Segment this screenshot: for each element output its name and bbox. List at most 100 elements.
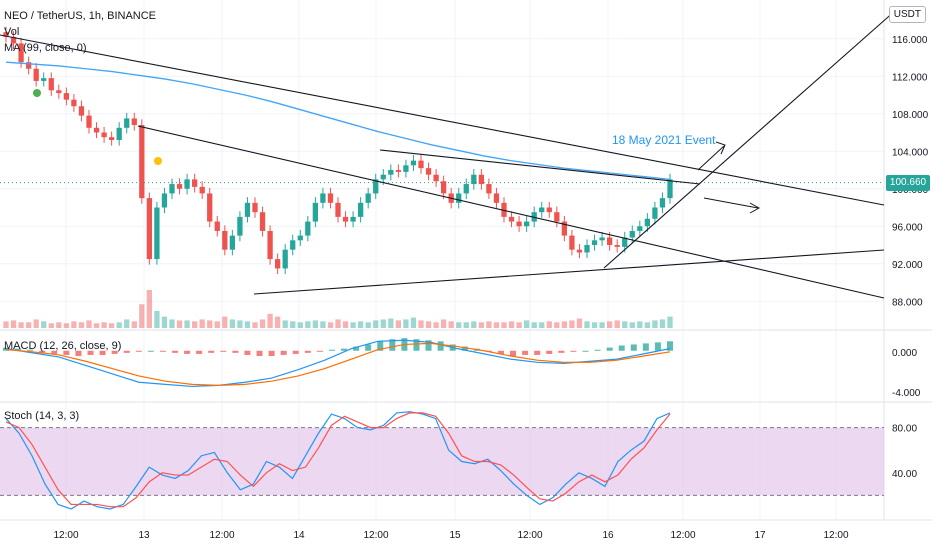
candle-body xyxy=(63,93,70,100)
macd-histogram-bar xyxy=(618,345,625,351)
candle-body xyxy=(305,221,311,236)
time-tick-label: 14 xyxy=(293,530,305,541)
macd-histogram-bar xyxy=(208,350,215,353)
volume-bar xyxy=(259,319,266,328)
candle-body xyxy=(222,230,228,250)
volume-bar xyxy=(101,322,107,328)
candle-body xyxy=(116,127,122,140)
ma-line xyxy=(5,61,671,181)
candle-body xyxy=(244,202,251,217)
volume-bar xyxy=(546,321,552,328)
macd-histogram-bar xyxy=(522,350,529,355)
volume-bar xyxy=(365,322,371,328)
candle-body xyxy=(516,221,522,227)
volume-bar xyxy=(305,321,311,328)
candle-body xyxy=(388,170,394,175)
macd-histogram-bar xyxy=(497,350,504,354)
volume-bar xyxy=(486,321,492,328)
candle-body xyxy=(18,43,24,63)
volume-bar xyxy=(652,320,658,328)
volume-bar xyxy=(554,322,560,328)
candle-body xyxy=(41,78,47,81)
candle-body xyxy=(10,36,17,44)
volume-bar xyxy=(599,322,605,328)
volume-bar xyxy=(501,322,507,328)
volume-bar xyxy=(139,304,145,328)
candle-body xyxy=(290,240,296,250)
candle-body xyxy=(667,179,673,199)
candle-body xyxy=(169,184,175,194)
stoch-band-fill xyxy=(0,427,884,496)
macd-histogram-bar xyxy=(87,350,94,355)
price-tick-label: 104.000 xyxy=(892,147,929,158)
candle-body xyxy=(373,179,379,194)
volume-bar xyxy=(290,321,296,328)
volume-bar xyxy=(229,319,236,328)
macd-histogram-bar xyxy=(292,350,299,354)
volume-bar xyxy=(267,313,273,328)
macd-histogram-bar xyxy=(413,339,420,351)
candle-body xyxy=(335,202,341,217)
volume-bar xyxy=(93,323,100,328)
macd-histogram-bar xyxy=(39,350,46,353)
volume-bar xyxy=(214,321,220,328)
volume-bar xyxy=(25,322,32,328)
candle-body xyxy=(101,132,107,138)
candle-body xyxy=(154,207,160,260)
volume-bar xyxy=(373,320,379,328)
stoch-band xyxy=(0,427,884,496)
volume-bar xyxy=(327,322,334,328)
candle-body xyxy=(274,259,281,269)
volume-bar xyxy=(418,320,424,328)
macd-histogram-bar xyxy=(111,350,118,354)
candle-body xyxy=(184,179,190,189)
volume-bar xyxy=(357,321,364,328)
macd-histogram-bar xyxy=(437,341,444,351)
candle-body xyxy=(176,184,183,189)
stoch-d-line xyxy=(5,412,671,508)
candle-body xyxy=(365,193,371,203)
time-tick-label: 15 xyxy=(449,530,461,541)
candle-body xyxy=(207,193,213,222)
candle-body xyxy=(146,198,153,260)
axis-labels: 116.000112.000108.000104.000100.00096.00… xyxy=(53,35,928,541)
marker-dot-yellow xyxy=(154,157,162,165)
candle-body xyxy=(606,237,613,245)
candle-body xyxy=(471,174,477,185)
volume-bar xyxy=(131,321,137,328)
time-tick-label: 12:00 xyxy=(823,530,848,541)
candle-body xyxy=(350,216,356,222)
volume-bar xyxy=(667,316,673,328)
volume-bar xyxy=(3,321,9,328)
macd-histogram-bar xyxy=(196,350,203,354)
candle-body xyxy=(199,186,205,194)
signal-line xyxy=(5,342,671,387)
candle-body xyxy=(659,198,666,208)
volume-bar xyxy=(644,322,651,328)
volume-bar xyxy=(78,322,85,328)
time-tick-label: 13 xyxy=(138,530,150,541)
currency-button[interactable]: USDT xyxy=(888,6,926,23)
macd-histogram-bar xyxy=(461,346,468,351)
candles xyxy=(3,26,673,275)
candle-body xyxy=(327,193,334,203)
macd-histogram-bar xyxy=(389,339,396,351)
volume-bar xyxy=(199,319,205,328)
macd-histogram-bar xyxy=(268,350,275,356)
stoch-label: Stoch (14, 3, 3) xyxy=(4,410,80,422)
candle-body xyxy=(33,68,39,81)
volume-bar xyxy=(184,320,190,328)
macd-histogram-bar xyxy=(546,350,553,354)
candle-body xyxy=(584,245,590,253)
candle-body xyxy=(78,106,85,116)
macd-pane xyxy=(3,338,673,388)
candle-body xyxy=(312,202,319,222)
macd-histogram-bar xyxy=(123,350,130,353)
candle-body xyxy=(161,193,168,208)
volume-bar xyxy=(478,322,485,328)
volume-bar xyxy=(614,320,620,328)
volume-bar xyxy=(531,322,537,328)
candle-body xyxy=(56,90,62,94)
